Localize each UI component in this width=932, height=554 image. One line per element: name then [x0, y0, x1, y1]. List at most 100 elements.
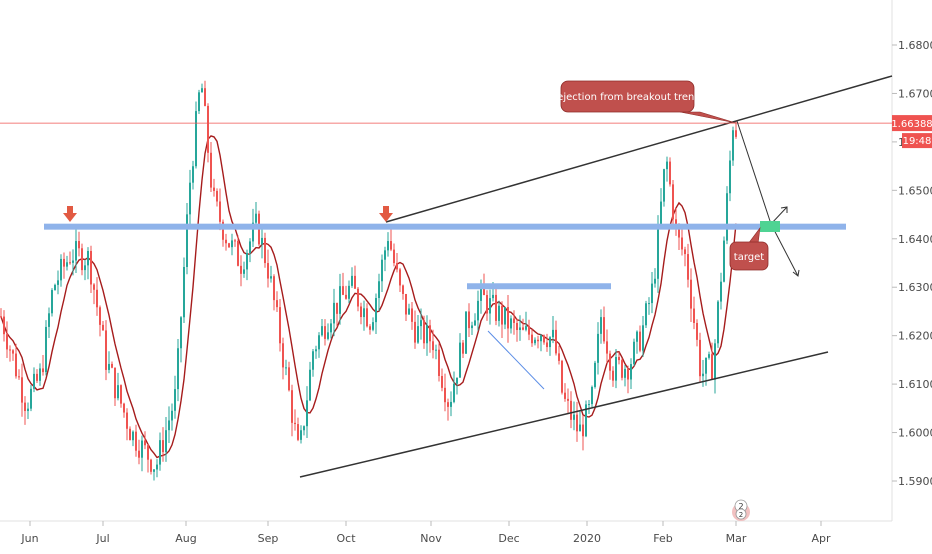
- candle: [621, 358, 623, 381]
- channel-line-small[interactable]: [487, 330, 545, 390]
- time-tick: Jun: [20, 521, 39, 545]
- candle: [714, 339, 716, 394]
- lower-trend-line[interactable]: [299, 351, 829, 478]
- candle: [126, 408, 128, 441]
- candle: [63, 252, 65, 279]
- time-tick: Feb: [653, 521, 673, 545]
- candle: [489, 289, 491, 325]
- candle: [390, 228, 392, 252]
- candle: [375, 293, 377, 335]
- candle: [660, 188, 662, 228]
- candle: [222, 219, 224, 247]
- candle: [225, 233, 227, 251]
- candle: [192, 160, 194, 190]
- candle: [531, 329, 533, 347]
- candle: [399, 267, 401, 293]
- candle: [624, 364, 626, 387]
- candle: [456, 377, 458, 395]
- candle: [582, 415, 584, 451]
- range-top-zone[interactable]: [467, 283, 611, 290]
- time-tick-label: Sep: [258, 532, 279, 545]
- candle: [234, 238, 236, 247]
- candle: [699, 332, 701, 383]
- candle: [726, 186, 728, 245]
- candle: [516, 318, 518, 342]
- candle: [459, 333, 461, 378]
- candle: [438, 343, 440, 382]
- candle: [105, 320, 107, 381]
- candle: [129, 426, 131, 441]
- candle: [120, 384, 122, 408]
- candle: [675, 208, 677, 236]
- candle: [153, 469, 155, 481]
- candle: [444, 373, 446, 412]
- time-tick-label: Jul: [95, 532, 109, 545]
- price-axis[interactable]: 1.59000 1.60000 1.61000 1.62000 1.63000 1.640…: [892, 39, 932, 488]
- candle: [315, 345, 317, 359]
- candle: [285, 359, 287, 376]
- candle: [138, 439, 140, 465]
- candle: [237, 235, 239, 267]
- candle: [195, 101, 197, 169]
- event-icon[interactable]: 2 2: [732, 499, 750, 521]
- candle: [720, 272, 722, 310]
- candle: [111, 361, 113, 369]
- candle: [321, 319, 323, 337]
- candle: [345, 285, 347, 300]
- candle: [609, 350, 611, 380]
- candle: [180, 316, 182, 363]
- candle: [324, 319, 326, 346]
- candle: [543, 334, 545, 345]
- candle: [585, 400, 587, 438]
- candle: [684, 246, 686, 267]
- candle: [21, 363, 23, 417]
- candle: [504, 307, 506, 330]
- candle: [462, 339, 464, 358]
- upper-trend-line[interactable]: [385, 75, 893, 223]
- candle: [411, 302, 413, 330]
- candle: [306, 386, 308, 439]
- candle: [246, 249, 248, 281]
- candle: [558, 345, 560, 365]
- candle: [477, 290, 479, 331]
- candle: [3, 310, 5, 342]
- candle: [645, 300, 647, 328]
- candle: [84, 259, 86, 281]
- candle: [693, 296, 695, 330]
- candle: [663, 168, 665, 207]
- candle: [573, 401, 575, 431]
- candle: [570, 391, 572, 429]
- target-callout[interactable]: target: [729, 226, 769, 271]
- candle: [363, 300, 365, 331]
- candle: [471, 321, 473, 335]
- candle: [651, 272, 653, 314]
- candle: [141, 435, 143, 472]
- candle: [417, 314, 419, 344]
- candle: [519, 315, 521, 341]
- resistance-level-zone[interactable]: [44, 223, 846, 230]
- candle: [606, 329, 608, 364]
- candle: [303, 425, 305, 436]
- price-tick: 1.60000: [892, 427, 932, 440]
- candle: [39, 363, 41, 386]
- rejection-callout[interactable]: rejection from breakout trend: [553, 80, 737, 124]
- price-tick-label: 1.63000: [898, 281, 932, 294]
- candle: [414, 310, 416, 349]
- candle: [642, 315, 644, 357]
- price-tick: 1.68000: [892, 39, 932, 52]
- time-axis[interactable]: Jun Jul Aug Sep Oct Nov Dec 2020 Feb Mar Apr: [20, 521, 831, 545]
- price-tick-label: 1.61000: [898, 378, 932, 391]
- candle: [633, 338, 635, 367]
- candle: [171, 403, 173, 431]
- candle: [330, 318, 332, 339]
- arrow-marker-june: [63, 206, 77, 222]
- candle: [33, 367, 35, 393]
- time-tick-label: Aug: [175, 532, 196, 545]
- candle: [282, 337, 284, 380]
- candle: [288, 361, 290, 392]
- candle: [81, 243, 83, 276]
- candle: [339, 273, 341, 325]
- target-box[interactable]: [760, 221, 780, 232]
